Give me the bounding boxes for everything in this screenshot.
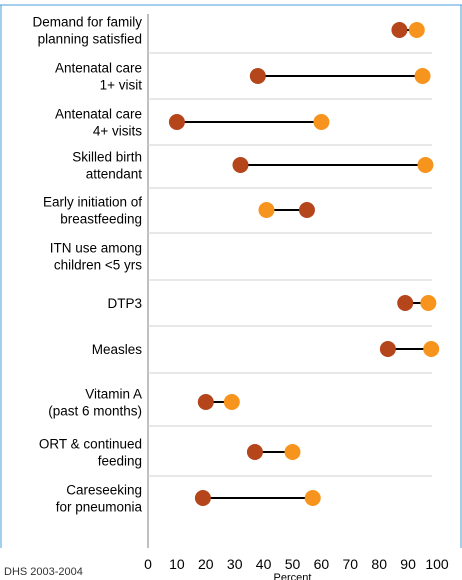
x-tick-label: 70	[343, 556, 359, 572]
low-point	[168, 114, 185, 130]
low-point	[249, 68, 266, 84]
high-point	[408, 22, 425, 38]
high-point	[423, 341, 440, 357]
x-tick-label: 20	[198, 556, 214, 572]
low-point	[197, 394, 214, 410]
category-label: Antenatal care	[55, 107, 142, 122]
x-tick-label: 80	[371, 556, 387, 572]
data-marks	[168, 22, 440, 506]
category-label: attendant	[86, 167, 143, 182]
category-label: (past 6 months)	[48, 404, 142, 419]
category-label: 1+ visit	[100, 78, 143, 93]
high-point	[304, 490, 321, 506]
low-point	[397, 295, 414, 311]
x-tick-label: 40	[256, 556, 272, 572]
low-point	[379, 341, 396, 357]
category-labels: Demand for family planning satisfied Anten…	[32, 15, 142, 515]
high-point	[313, 114, 330, 130]
low-point	[246, 444, 263, 460]
low-point	[194, 490, 211, 506]
category-label: Careseeking	[66, 483, 142, 498]
category-label: Early initiation of	[43, 195, 142, 210]
x-tick-label: 90	[400, 556, 416, 572]
gridlines	[148, 52, 432, 477]
category-label: for pneumonia	[56, 500, 143, 515]
frame-lines	[0, 4, 462, 548]
category-label: Vitamin A	[85, 387, 142, 402]
low-point	[232, 157, 249, 173]
category-label: breastfeeding	[60, 212, 142, 227]
high-point	[284, 444, 301, 460]
category-label: Demand for family	[32, 15, 142, 30]
x-tick-label: 0	[144, 556, 152, 572]
category-label: feeding	[98, 454, 142, 469]
category-label: Measles	[92, 342, 143, 357]
x-tick-label: 30	[227, 556, 243, 572]
category-label: Antenatal care	[55, 61, 142, 76]
x-axis-label: Percent	[274, 572, 312, 580]
x-tick-label: 100	[425, 556, 449, 572]
category-label: Skilled birth	[72, 150, 142, 165]
category-label: planning satisfied	[38, 32, 142, 47]
high-point	[223, 394, 240, 410]
category-label: 4+ visits	[93, 124, 142, 139]
x-axis: 0 10 20 30 40 50 60 70 80 90 100 Percent	[144, 556, 449, 580]
category-label: children <5 yrs	[54, 258, 142, 273]
x-tick-label: 50	[285, 556, 301, 572]
high-point	[420, 295, 437, 311]
source-note: DHS 2003-2004	[4, 566, 83, 578]
high-point	[414, 68, 431, 84]
category-label: DTP3	[107, 296, 142, 311]
low-point	[298, 202, 315, 218]
low-point	[391, 22, 408, 38]
x-tick-label: 10	[169, 556, 185, 572]
x-tick-label: 60	[314, 556, 330, 572]
high-point	[417, 157, 434, 173]
high-point	[258, 202, 275, 218]
category-label: ORT & continued	[39, 437, 142, 452]
category-label: ITN use among	[50, 241, 142, 256]
